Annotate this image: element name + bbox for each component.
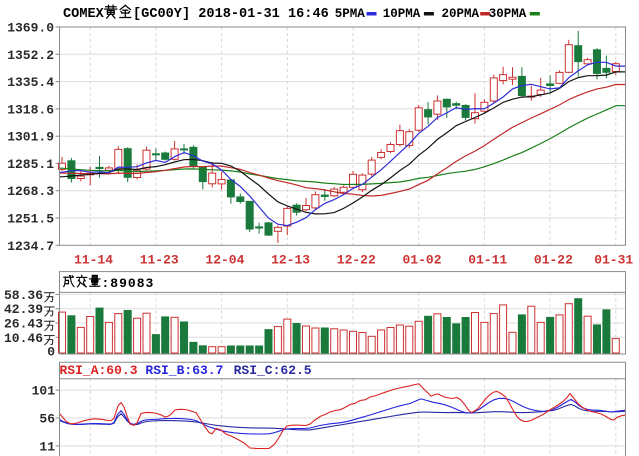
svg-text:1234.7: 1234.7: [7, 239, 54, 254]
svg-text:1352.2: 1352.2: [7, 48, 54, 63]
svg-text:101: 101: [32, 384, 56, 399]
svg-text:RSI_B:63.7: RSI_B:63.7: [145, 363, 223, 378]
svg-text:0: 0: [47, 345, 55, 360]
svg-text:12-04: 12-04: [205, 253, 244, 268]
svg-text:42.39: 42.39: [4, 302, 43, 317]
svg-text:1251.5: 1251.5: [7, 212, 54, 227]
svg-text:11-14: 11-14: [74, 253, 113, 268]
svg-text:RSI_A:60.3: RSI_A:60.3: [60, 363, 138, 378]
svg-text:01-02: 01-02: [402, 253, 441, 268]
svg-text:20PMA: 20PMA: [442, 7, 480, 21]
svg-text:RSI_C:62.5: RSI_C:62.5: [234, 363, 312, 378]
svg-text:12-13: 12-13: [271, 253, 310, 268]
svg-text:1318.6: 1318.6: [7, 102, 54, 117]
svg-text:1285.1: 1285.1: [7, 157, 54, 172]
svg-text:56: 56: [39, 412, 55, 427]
svg-text:11-23: 11-23: [140, 253, 179, 268]
svg-text:1301.9: 1301.9: [7, 130, 54, 145]
svg-text:01-22: 01-22: [534, 253, 573, 268]
svg-text:1369.0: 1369.0: [7, 21, 54, 36]
svg-text:10PMA: 10PMA: [383, 7, 421, 21]
svg-text:COMEX: COMEX: [63, 7, 105, 22]
svg-text::89083: :89083: [102, 276, 155, 291]
svg-text:10.46: 10.46: [4, 331, 43, 346]
svg-text:30PMA: 30PMA: [489, 7, 527, 21]
svg-text:[GC00Y] 2018-01-31 16:46: [GC00Y] 2018-01-31 16:46: [133, 7, 329, 22]
svg-text:5PMA: 5PMA: [335, 7, 366, 21]
svg-text:1268.3: 1268.3: [7, 184, 54, 199]
svg-text:1335.4: 1335.4: [7, 75, 54, 90]
svg-text:01-31: 01-31: [594, 253, 633, 268]
svg-text:58.36: 58.36: [4, 288, 43, 303]
svg-text:11: 11: [39, 439, 55, 454]
svg-text:12-22: 12-22: [337, 253, 376, 268]
svg-text:26.43: 26.43: [4, 317, 43, 332]
svg-text:01-11: 01-11: [468, 253, 507, 268]
